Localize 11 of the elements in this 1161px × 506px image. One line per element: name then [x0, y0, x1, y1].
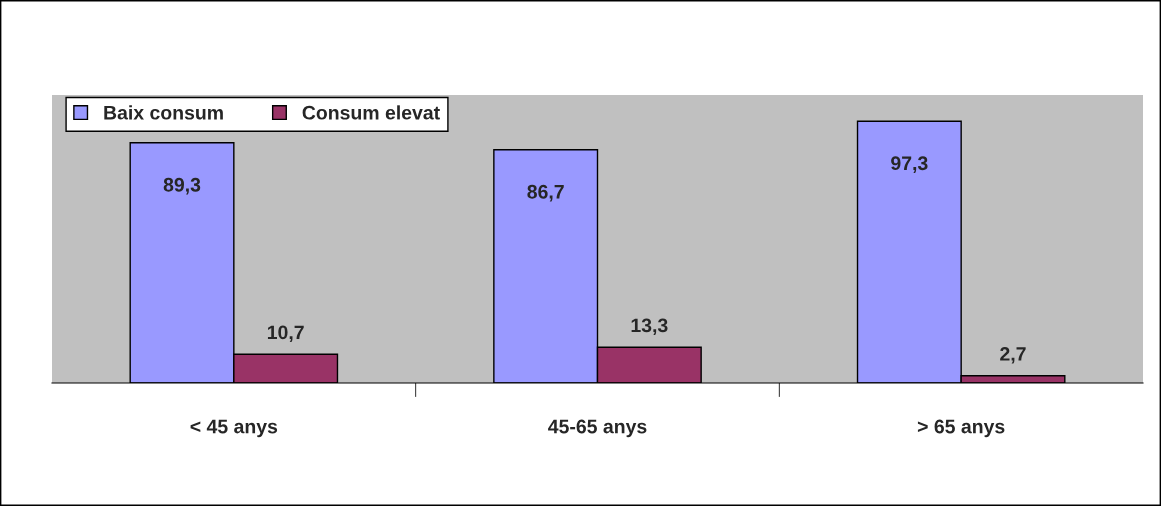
x-tick-label: 45-65 anys — [548, 419, 647, 438]
data-label: 89,3 — [163, 177, 201, 195]
data-label: 2,7 — [1000, 347, 1026, 364]
x-tick-label: < 45 anys — [190, 419, 278, 438]
data-label: 10,7 — [267, 325, 304, 343]
legend-label: Baix consum — [104, 105, 223, 120]
data-label: 86,7 — [527, 184, 564, 202]
data-label: 97,3 — [891, 156, 928, 173]
x-tick-label: > 65 anys — [917, 419, 1005, 438]
data-label: 13,3 — [631, 318, 668, 336]
legend-label: Consum elevat — [302, 105, 440, 120]
